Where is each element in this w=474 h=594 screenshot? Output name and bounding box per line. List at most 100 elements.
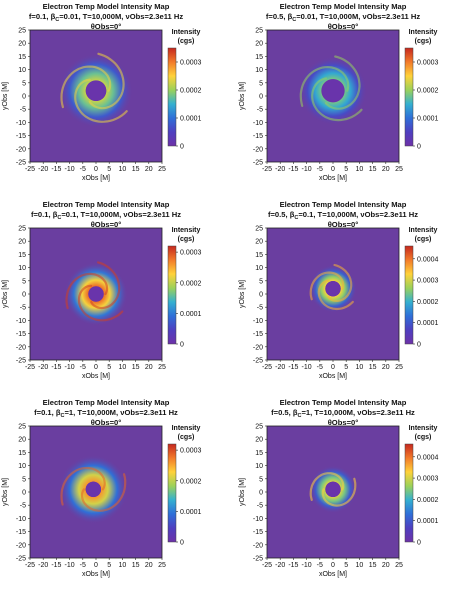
x-tick-label: 0: [94, 562, 98, 569]
y-tick-label: -15: [253, 331, 263, 338]
y-tick-label: 5: [259, 278, 263, 285]
spiral-arm: [88, 52, 125, 110]
intensity-map-panel: Electron Temp Model Intensity Map f=0.1, …: [0, 0, 237, 198]
colorbar-tick-label: 0.0001: [180, 116, 202, 123]
black-hole-shadow: [322, 79, 344, 102]
chart-subtitle: f=0.5, βC=0.01, T=10,000M, νObs=2.3e11 H…: [266, 12, 420, 23]
y-axis-label: yObs [M]: [2, 82, 9, 110]
y-tick-label: 15: [18, 252, 26, 259]
x-tick-label: 10: [119, 562, 127, 569]
intensity-map-svg: Electron Temp Model Intensity Mapf=0.5, …: [239, 2, 439, 182]
x-tick-label: 5: [344, 166, 348, 173]
y-tick-label: 5: [22, 278, 26, 285]
x-tick-label: 0: [94, 166, 98, 173]
subtitle-part: C: [292, 17, 296, 23]
subtitle-part: β: [51, 12, 56, 21]
chart-subtitle: f=0.1, βC=0.01, T=10,000M, νObs=2.3e11 H…: [29, 12, 183, 23]
x-axis-label: xObs [M]: [319, 373, 347, 380]
colorbar: [167, 47, 177, 147]
y-tick-label: 15: [255, 450, 263, 457]
x-tick-label: 20: [145, 166, 153, 173]
y-tick-label: -20: [16, 344, 26, 351]
x-tick-label: 5: [107, 562, 111, 569]
x-axis-label: xObs [M]: [82, 571, 110, 578]
x-tick-label: -10: [302, 364, 312, 371]
y-tick-label: -20: [16, 146, 26, 153]
black-hole-shadow: [88, 286, 104, 302]
subtitle-part: β: [290, 210, 295, 219]
x-tick-label: 0: [331, 562, 335, 569]
y-tick-label: -10: [253, 318, 263, 325]
x-tick-label: -25: [262, 562, 272, 569]
black-hole-shadow: [86, 81, 106, 101]
intensity-map-panel: Electron Temp Model Intensity Map f=0.1, …: [0, 396, 237, 594]
inclination-label: θObs=0°: [91, 220, 122, 229]
colorbar-unit: (cgs): [178, 236, 195, 243]
colorbar-tick-label: 0.0001: [417, 320, 439, 327]
spiral-arm: [299, 65, 350, 108]
x-tick-label: 10: [356, 364, 364, 371]
subtitle-part: f=0.5,: [268, 210, 290, 219]
colorbar-tick-label: 0: [180, 540, 184, 547]
y-tick-label: -25: [16, 556, 26, 563]
y-tick-label: 15: [18, 54, 26, 61]
y-axis-label: yObs [M]: [239, 82, 246, 110]
colorbar-tick-label: 0: [180, 144, 184, 151]
y-tick-label: 0: [259, 94, 263, 101]
x-tick-label: -15: [51, 364, 61, 371]
x-tick-label: -25: [25, 562, 35, 569]
subtitle-part: β: [293, 408, 298, 417]
x-tick-label: 10: [356, 562, 364, 569]
black-hole-shadow: [325, 482, 341, 497]
subtitle-part: =0.01, T=10,000M, νObs=2.3e11 Hz: [59, 12, 183, 21]
spiral-arm: [65, 272, 109, 310]
y-tick-label: -5: [257, 503, 263, 510]
x-tick-label: -25: [25, 166, 35, 173]
y-tick-label: -25: [16, 358, 26, 365]
x-tick-label: -5: [80, 166, 86, 173]
inclination-label: θObs=0°: [328, 418, 359, 427]
chart-subtitle: f=0.5, βC=0.1, T=10,000M, νObs=2.3e11 Hz: [268, 210, 418, 221]
black-hole-shadow: [325, 281, 341, 297]
subtitle-part: f=0.1,: [29, 12, 51, 21]
spiral-arm: [80, 473, 127, 512]
x-tick-label: 15: [369, 364, 377, 371]
x-tick-label: 10: [119, 166, 127, 173]
spiral-arm: [321, 477, 357, 507]
y-tick-label: 25: [18, 226, 26, 233]
chart-subtitle: f=0.1, βC=1, T=10,000M, νObs=2.3e11 Hz: [34, 408, 178, 419]
colorbar-title: Intensity: [172, 29, 201, 36]
x-tick-label: -10: [65, 166, 75, 173]
y-tick-label: -5: [20, 503, 26, 510]
y-tick-label: -15: [253, 133, 263, 140]
y-axis-label: yObs [M]: [2, 280, 9, 308]
y-tick-label: -10: [16, 120, 26, 127]
y-tick-label: -25: [253, 160, 263, 167]
chart-title: Electron Temp Model Intensity Map: [43, 2, 170, 11]
colorbar-unit: (cgs): [415, 38, 432, 45]
chart-title: Electron Temp Model Intensity Map: [280, 200, 407, 209]
colorbar-title: Intensity: [172, 425, 201, 432]
spiral-arm: [60, 65, 112, 109]
x-tick-label: 25: [395, 562, 403, 569]
colorbar: [404, 245, 414, 345]
y-tick-label: -10: [16, 318, 26, 325]
intensity-map-svg: Electron Temp Model Intensity Mapf=0.5, …: [239, 200, 439, 380]
colorbar-tick-label: 0.0002: [180, 88, 202, 95]
y-tick-label: -15: [16, 133, 26, 140]
y-tick-label: -25: [253, 556, 263, 563]
x-tick-label: -5: [317, 166, 323, 173]
x-tick-label: 0: [331, 166, 335, 173]
spiral-arm: [317, 279, 354, 311]
colorbar-tick-label: 0.0003: [180, 448, 202, 455]
x-tick-label: 15: [369, 166, 377, 173]
subtitle-part: β: [53, 210, 58, 219]
subtitle-part: =0.1, T=10,000M, νObs=2.3e11 Hz: [298, 210, 418, 219]
inclination-label: θObs=0°: [91, 418, 122, 427]
x-tick-label: -20: [275, 166, 285, 173]
colorbar-tick-label: 0.0001: [180, 311, 202, 318]
x-tick-label: 10: [356, 166, 364, 173]
chart-title: Electron Temp Model Intensity Map: [280, 398, 407, 407]
subtitle-part: C: [294, 215, 298, 221]
x-tick-label: 20: [382, 364, 390, 371]
